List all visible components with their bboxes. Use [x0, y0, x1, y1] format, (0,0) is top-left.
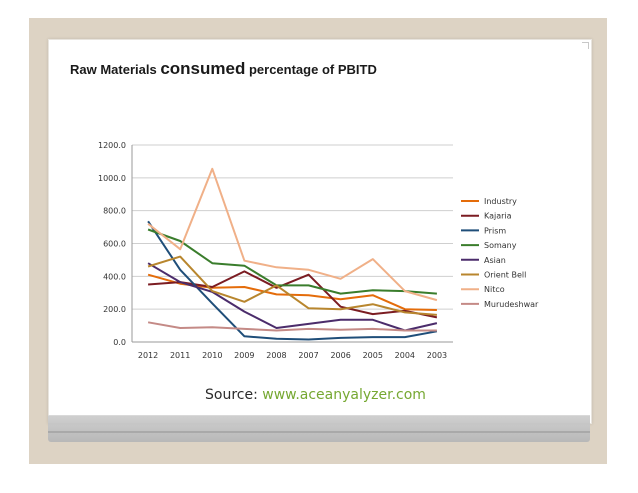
series-line-nitco	[147, 167, 438, 302]
slide-footer-bar	[48, 415, 590, 442]
legend-label: Murudeshwar	[484, 300, 539, 309]
series-line-asian	[147, 262, 438, 332]
x-tick-label: 2006	[330, 351, 350, 360]
legend-label: Asian	[484, 256, 506, 265]
legend-label: Kajaria	[484, 212, 512, 221]
x-tick-label: 2005	[363, 351, 383, 360]
title-part-3: percentage of PBITD	[245, 62, 377, 77]
series-line-kajaria	[148, 270, 438, 319]
legend-label: Nitco	[484, 285, 505, 294]
title-part-2: consumed	[160, 59, 246, 78]
title-part-1: Raw Materials	[70, 62, 161, 77]
x-tick-label: 2011	[170, 351, 190, 360]
source-link[interactable]: www.aceanyalyzer.com	[262, 387, 426, 403]
y-tick-label: 200.0	[103, 305, 126, 314]
legend-label: Prism	[484, 226, 506, 235]
x-tick-label: 2004	[395, 351, 415, 360]
y-tick-label: 1200.0	[98, 141, 126, 150]
slide-title: Raw Materials consumed percentage of PBI…	[70, 59, 377, 79]
y-tick-label: 600.0	[103, 240, 126, 249]
y-tick-label: 0.0	[113, 338, 126, 347]
source-label: Source:	[205, 387, 258, 403]
x-tick-label: 2008	[266, 351, 286, 360]
x-tick-label: 2012	[138, 351, 158, 360]
source-line: Source: www.aceanyalyzer.com	[205, 387, 426, 403]
y-tick-label: 400.0	[103, 272, 126, 281]
legend-label: Orient Bell	[484, 271, 526, 280]
x-tick-label: 2003	[427, 351, 447, 360]
y-tick-label: 800.0	[103, 207, 126, 216]
legend-label: Somany	[484, 241, 517, 250]
x-tick-label: 2007	[298, 351, 318, 360]
x-tick-label: 2009	[234, 351, 254, 360]
y-tick-label: 1000.0	[98, 174, 126, 183]
legend-label: Industry	[484, 197, 517, 206]
series-line-orient-bell	[147, 255, 437, 316]
series-line-murudeshwar	[147, 321, 437, 332]
slide	[48, 39, 592, 424]
x-tick-label: 2010	[202, 351, 222, 360]
corner-mark	[582, 42, 589, 49]
series-line-somany	[147, 228, 437, 295]
